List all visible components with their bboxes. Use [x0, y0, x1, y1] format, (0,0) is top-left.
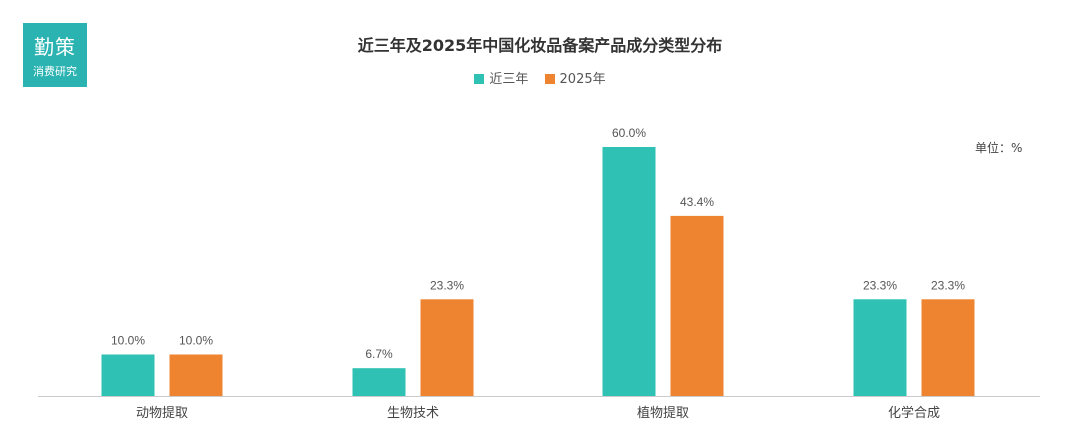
- data-label: 60.0%: [612, 126, 646, 140]
- legend-item-series1: 近三年: [474, 72, 528, 87]
- x-tick-label: 植物提取: [637, 405, 689, 421]
- chart-title: 近三年及2025年中国化妆品备案产品成分类型分布: [357, 36, 723, 55]
- bar: [169, 354, 223, 396]
- bar: [101, 354, 155, 396]
- x-tick-label: 动物提取: [136, 405, 188, 421]
- data-label: 23.3%: [430, 278, 464, 292]
- x-tick-label: 生物技术: [387, 406, 439, 421]
- data-label: 23.3%: [863, 278, 897, 292]
- bar: [352, 368, 406, 396]
- data-label: 23.3%: [931, 278, 965, 292]
- bar: [602, 147, 656, 396]
- unit-label: 单位：%: [975, 141, 1023, 155]
- bar: [670, 215, 724, 396]
- x-tick-label: 化学合成: [888, 405, 940, 421]
- legend: 近三年 2025年: [0, 68, 1080, 87]
- bar: [921, 299, 975, 396]
- bar: [853, 299, 907, 396]
- data-label: 6.7%: [365, 347, 393, 361]
- logo-main: 勤策: [34, 35, 76, 59]
- legend-swatch: [474, 74, 485, 84]
- legend-item-series2: 2025年: [544, 72, 606, 87]
- logo-sub: 消费研究: [33, 65, 77, 78]
- data-label: 43.4%: [680, 195, 714, 209]
- legend-label: 近三年: [489, 72, 529, 87]
- data-label: 10.0%: [179, 334, 213, 348]
- legend-label: 2025年: [559, 72, 606, 87]
- legend-swatch: [544, 74, 555, 84]
- bar: [420, 299, 474, 396]
- logo: 勤策 消费研究: [23, 23, 87, 87]
- data-label: 10.0%: [111, 334, 145, 348]
